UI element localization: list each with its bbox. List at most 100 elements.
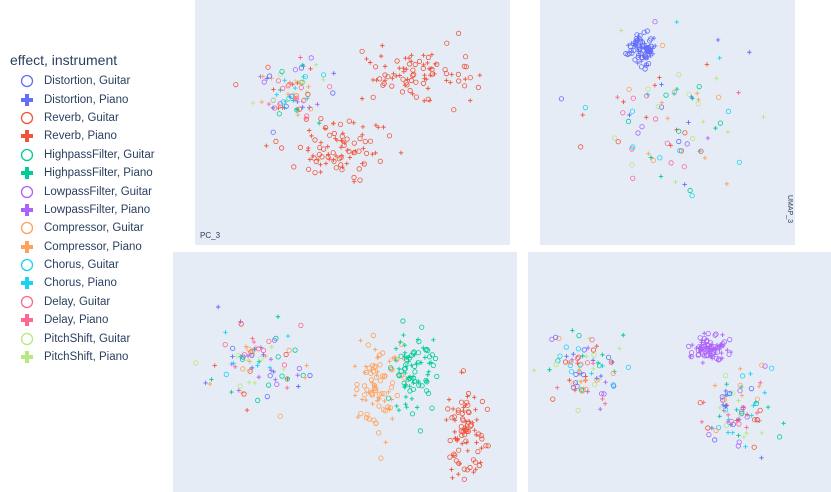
data-point bbox=[261, 79, 267, 85]
data-point bbox=[712, 437, 718, 443]
data-point bbox=[280, 85, 286, 92]
legend-item[interactable]: HighpassFilter, Piano bbox=[10, 164, 175, 182]
legend-item[interactable]: Compressor, Guitar bbox=[10, 219, 175, 237]
data-point bbox=[456, 78, 462, 84]
data-point bbox=[563, 344, 569, 350]
data-point bbox=[700, 360, 706, 366]
data-point bbox=[318, 169, 323, 175]
data-point bbox=[706, 431, 712, 438]
data-point bbox=[444, 78, 449, 83]
data-point bbox=[270, 97, 276, 103]
data-point bbox=[312, 170, 318, 176]
legend-item[interactable]: Delay, Piano bbox=[10, 311, 175, 329]
data-point bbox=[659, 42, 666, 49]
legend-item[interactable]: Chorus, Piano bbox=[10, 274, 175, 292]
data-point bbox=[553, 334, 559, 340]
legend-item[interactable]: Reverb, Guitar bbox=[10, 109, 175, 127]
circle-marker-icon bbox=[20, 111, 34, 125]
data-point bbox=[702, 331, 707, 336]
data-point bbox=[230, 345, 236, 351]
data-point bbox=[306, 84, 311, 89]
legend: effect, instrument Distortion, Guitar Dis… bbox=[10, 52, 175, 366]
data-point bbox=[266, 73, 273, 79]
data-point bbox=[294, 107, 300, 113]
data-point bbox=[399, 89, 406, 95]
legend-item-label: Delay, Guitar bbox=[44, 295, 111, 308]
data-point bbox=[734, 418, 740, 423]
legend-item-label: LowpassFilter, Guitar bbox=[44, 185, 153, 198]
data-point bbox=[615, 94, 620, 100]
data-point bbox=[696, 97, 701, 102]
scene-floor bbox=[528, 252, 831, 492]
data-point bbox=[230, 354, 235, 359]
data-point bbox=[719, 350, 724, 356]
data-point bbox=[655, 103, 661, 110]
data-point bbox=[715, 344, 720, 350]
legend-item[interactable]: PitchShift, Guitar bbox=[10, 329, 175, 347]
legend-item[interactable]: Distortion, Guitar bbox=[10, 72, 175, 90]
data-point bbox=[370, 401, 375, 407]
data-point bbox=[394, 58, 400, 64]
data-point bbox=[361, 146, 366, 151]
legend-item[interactable]: Compressor, Piano bbox=[10, 238, 175, 256]
data-point bbox=[301, 74, 306, 79]
data-point bbox=[402, 350, 408, 356]
data-point bbox=[648, 36, 654, 42]
cross-marker-icon bbox=[21, 314, 33, 327]
data-point bbox=[450, 406, 456, 412]
data-point bbox=[403, 394, 409, 400]
data-point bbox=[363, 150, 370, 156]
data-point bbox=[410, 91, 415, 97]
data-point bbox=[295, 112, 301, 118]
data-point bbox=[330, 150, 336, 156]
data-point bbox=[698, 348, 703, 354]
data-point bbox=[736, 433, 741, 438]
data-point bbox=[452, 429, 457, 435]
data-point bbox=[326, 152, 331, 157]
legend-item[interactable]: LowpassFilter, Guitar bbox=[10, 182, 175, 200]
data-point bbox=[266, 101, 272, 107]
data-point bbox=[351, 149, 358, 156]
data-point bbox=[404, 355, 409, 360]
data-point bbox=[673, 179, 678, 185]
data-point bbox=[304, 363, 309, 368]
legend-item[interactable]: LowpassFilter, Piano bbox=[10, 201, 175, 219]
legend-item[interactable]: Chorus, Guitar bbox=[10, 256, 175, 274]
data-point bbox=[705, 425, 711, 431]
scene-bottom-right[interactable] bbox=[528, 252, 831, 492]
data-point bbox=[748, 371, 753, 377]
data-point bbox=[250, 100, 256, 106]
data-point bbox=[451, 451, 457, 457]
legend-item[interactable]: Delay, Guitar bbox=[10, 293, 175, 311]
scene-bottom-left[interactable] bbox=[173, 252, 517, 492]
data-point bbox=[709, 353, 714, 358]
data-point bbox=[366, 390, 371, 395]
data-point bbox=[671, 91, 677, 96]
data-point bbox=[460, 417, 466, 423]
data-point bbox=[237, 383, 243, 389]
data-point bbox=[710, 347, 715, 353]
circle-marker-icon bbox=[20, 75, 34, 88]
data-point bbox=[639, 44, 644, 50]
data-point bbox=[712, 352, 717, 357]
data-point bbox=[625, 364, 632, 370]
legend-item[interactable]: Reverb, Piano bbox=[10, 127, 175, 145]
legend-item[interactable]: HighpassFilter, Guitar bbox=[10, 146, 175, 164]
data-point bbox=[391, 71, 396, 76]
data-point bbox=[723, 392, 729, 398]
data-point bbox=[465, 448, 470, 454]
legend-item[interactable]: PitchShift, Piano bbox=[10, 348, 175, 366]
data-point bbox=[241, 351, 247, 358]
legend-item[interactable]: Distortion, Piano bbox=[10, 90, 175, 108]
data-point bbox=[307, 106, 314, 112]
data-point bbox=[725, 412, 731, 418]
data-point bbox=[320, 72, 327, 78]
data-point bbox=[433, 61, 438, 67]
data-point bbox=[369, 380, 375, 385]
scene-top-right[interactable]: UMAP_3 bbox=[540, 0, 795, 245]
data-point bbox=[292, 85, 298, 91]
data-point bbox=[308, 55, 314, 61]
data-point bbox=[233, 82, 239, 88]
data-point bbox=[359, 48, 365, 54]
cross-marker-icon bbox=[21, 93, 33, 106]
